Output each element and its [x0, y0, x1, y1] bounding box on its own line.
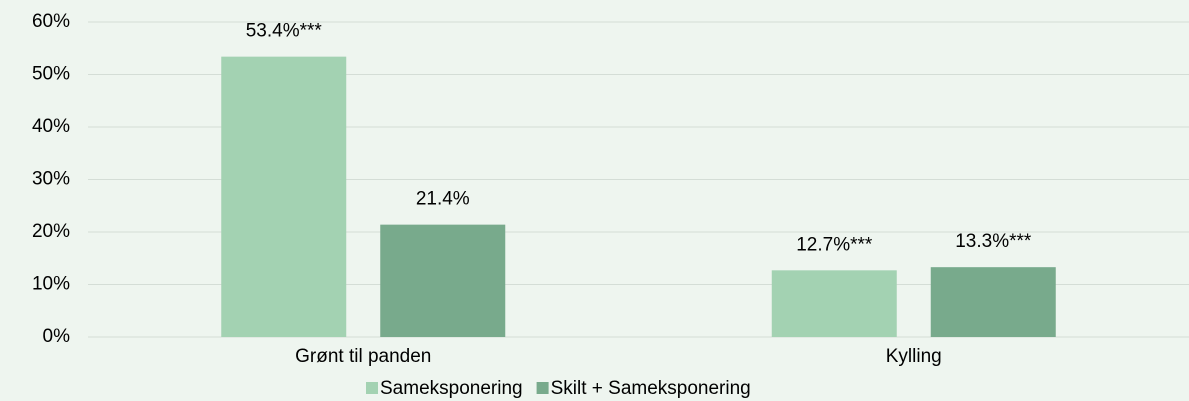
- bar: [771, 270, 897, 337]
- y-tick-label: 20%: [32, 221, 70, 242]
- y-tick-label: 30%: [32, 169, 70, 190]
- y-tick-label: 50%: [32, 64, 70, 85]
- y-tick-label: 0%: [43, 326, 71, 347]
- data-label: 21.4%: [416, 189, 470, 210]
- bar: [930, 267, 1056, 337]
- y-tick-label: 10%: [32, 274, 70, 295]
- legend-swatch: [536, 382, 549, 394]
- y-tick-label: 40%: [32, 116, 70, 137]
- data-label: 53.4%***: [246, 21, 323, 42]
- legend-swatch: [366, 382, 378, 394]
- legend-label: Sameksponering: [380, 378, 523, 399]
- data-label: 13.3%***: [955, 231, 1032, 252]
- bar: [221, 56, 347, 338]
- x-tick-label: Kylling: [886, 346, 942, 367]
- y-tick-label: 60%: [32, 11, 70, 32]
- data-label: 12.7%***: [796, 234, 873, 255]
- x-tick-label: Grønt til panden: [295, 346, 431, 367]
- bar: [380, 224, 506, 337]
- legend-label: Skilt + Sameksponering: [551, 378, 751, 399]
